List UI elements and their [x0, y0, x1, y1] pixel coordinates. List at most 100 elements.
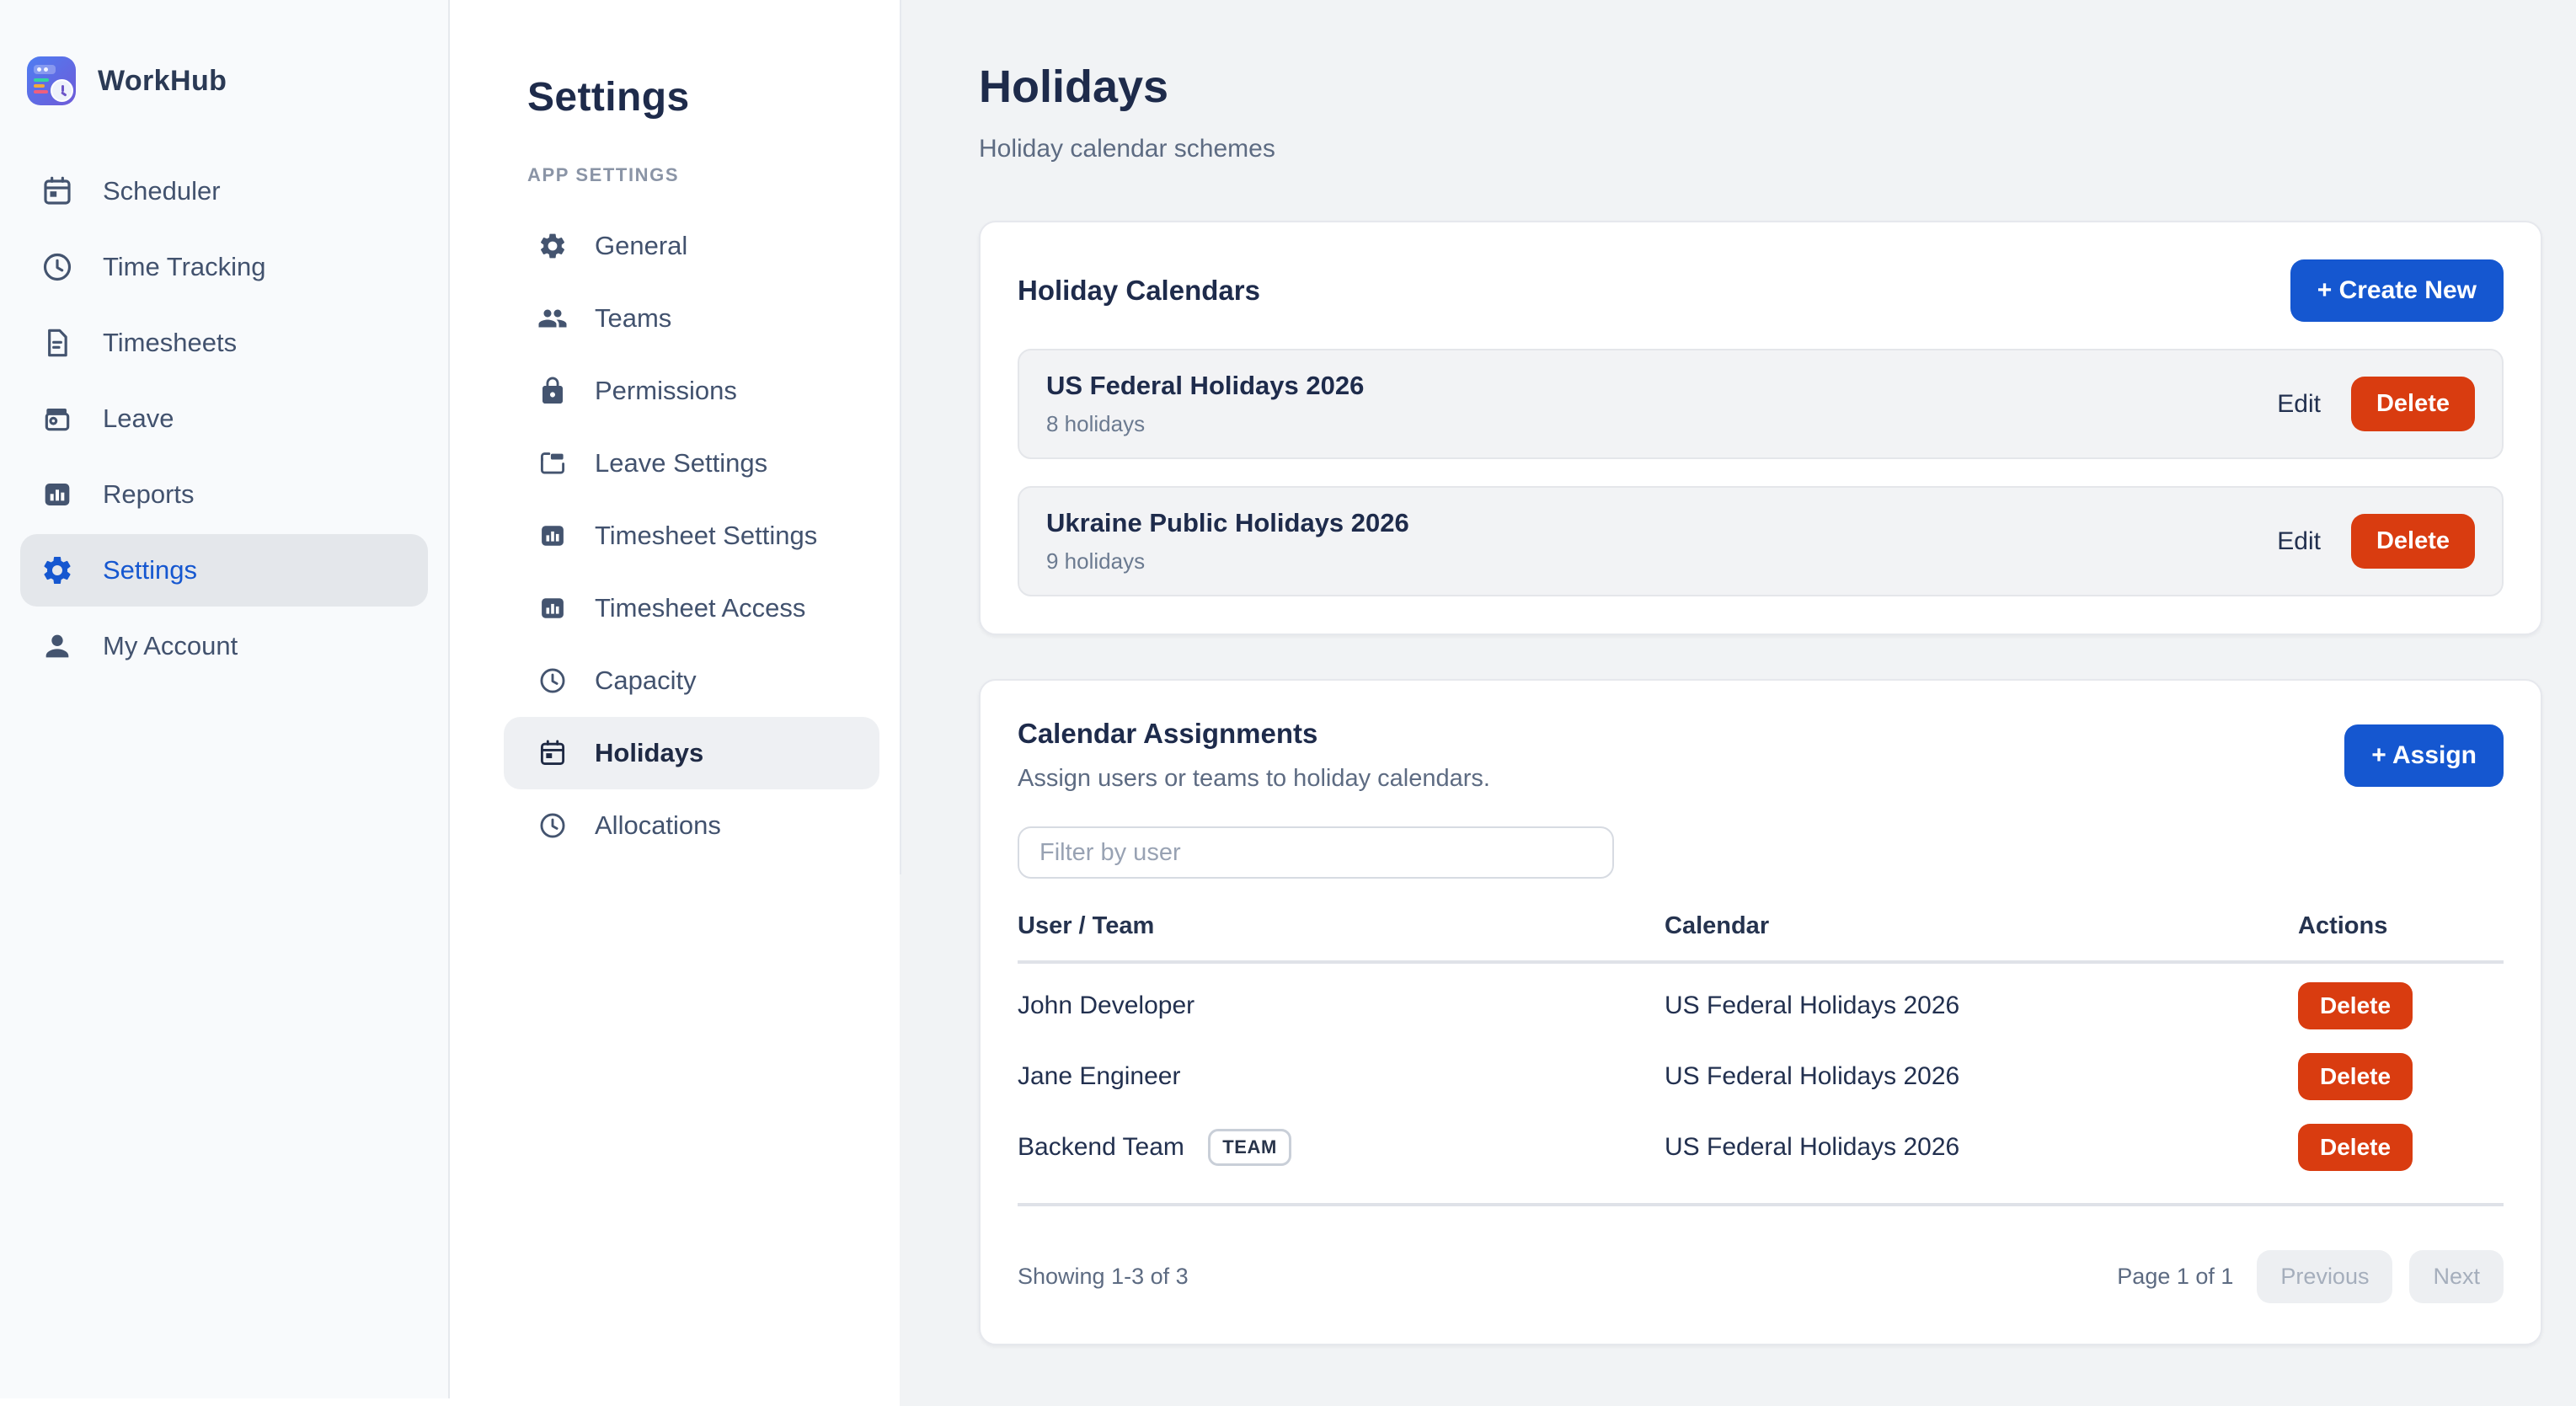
- app-settings-section-label: APP SETTINGS: [527, 164, 680, 185]
- sidebar-item-settings[interactable]: Settings: [20, 534, 428, 607]
- main-content: Holidays Holiday calendar schemes Holida…: [900, 0, 2576, 1406]
- sidebar-item-time-tracking[interactable]: Time Tracking: [20, 231, 428, 303]
- bar-chart-icon: [537, 521, 568, 551]
- user-name: Jane Engineer: [1018, 1062, 1181, 1090]
- sidebar-item-label: Leave: [103, 404, 174, 433]
- main-scroll-area: Holidays Holiday calendar schemes Holida…: [900, 0, 2576, 1406]
- delete-button[interactable]: Delete: [2350, 377, 2475, 431]
- logo-clock-icon: [51, 79, 73, 102]
- table-row: Jane Engineer US Federal Holidays 2026 D…: [1018, 1041, 2504, 1112]
- settings-item-allocations[interactable]: Allocations: [504, 789, 879, 862]
- settings-item-general[interactable]: General: [504, 210, 879, 282]
- settings-item-leave-settings[interactable]: Leave Settings: [504, 427, 879, 500]
- clock-icon: [537, 666, 568, 696]
- briefcase-icon: [40, 402, 74, 436]
- team-badge: TEAM: [1208, 1129, 1291, 1166]
- settings-item-holidays[interactable]: Holidays: [504, 717, 879, 789]
- settings-item-label: Teams: [595, 303, 672, 333]
- user-name: John Developer: [1018, 992, 1195, 1019]
- settings-sidebar-title: Settings: [527, 75, 690, 120]
- holiday-calendars-title: Holiday Calendars: [1018, 275, 1260, 306]
- settings-item-label: Leave Settings: [595, 448, 768, 478]
- sidebar-item-leave[interactable]: Leave: [20, 382, 428, 455]
- calendar-assignments-subtitle: Assign users or teams to holiday calenda…: [1018, 765, 1490, 792]
- gear-icon: [537, 231, 568, 261]
- sidebar-item-label: My Account: [103, 631, 238, 660]
- settings-item-label: General: [595, 231, 688, 260]
- assignments-table-header: User / Team Calendar Actions: [1018, 912, 2504, 964]
- assignments-table: User / Team Calendar Actions John Develo…: [1018, 912, 2504, 1307]
- holiday-calendars-card: Holiday Calendars + Create New US Federa…: [979, 221, 2542, 635]
- edit-button[interactable]: Edit: [2277, 389, 2321, 418]
- calendar-name: Ukraine Public Holidays 2026: [1046, 508, 1409, 537]
- sidebar-item-label: Scheduler: [103, 176, 221, 206]
- settings-item-capacity[interactable]: Capacity: [504, 644, 879, 717]
- showing-count: Showing 1-3 of 3: [1018, 1264, 1189, 1289]
- edit-button[interactable]: Edit: [2277, 527, 2321, 555]
- settings-item-timesheet-access[interactable]: Timesheet Access: [504, 572, 879, 644]
- column-header-user-team: User / Team: [1018, 912, 1155, 939]
- sidebar-item-label: Timesheets: [103, 328, 238, 357]
- calendar-assignments-title: Calendar Assignments: [1018, 718, 1318, 749]
- page-subtitle: Holiday calendar schemes: [979, 135, 1275, 163]
- sidebar-item-label: Time Tracking: [103, 252, 266, 281]
- page-title: Holidays: [979, 61, 1169, 112]
- settings-item-label: Permissions: [595, 376, 737, 405]
- settings-nav: General Teams Permissions Leave Settings…: [473, 210, 879, 862]
- brand: WorkHub: [20, 47, 428, 115]
- delete-button[interactable]: Delete: [2350, 514, 2475, 569]
- column-header-actions: Actions: [2298, 912, 2388, 939]
- main-sidebar: WorkHub Scheduler Time Tracking Timeshee…: [0, 0, 450, 1398]
- bar-chart-icon: [537, 593, 568, 623]
- calendar-assignments-card: Calendar Assignments Assign users or tea…: [979, 679, 2542, 1345]
- main-nav: Scheduler Time Tracking Timesheets Leave…: [20, 155, 428, 682]
- document-icon: [40, 326, 74, 360]
- assigned-calendar: US Federal Holidays 2026: [1665, 1133, 1960, 1161]
- settings-item-timesheet-settings[interactable]: Timesheet Settings: [504, 500, 879, 572]
- calendar-icon: [537, 738, 568, 768]
- app-title: WorkHub: [98, 64, 227, 97]
- assigned-calendar: US Federal Holidays 2026: [1665, 992, 1960, 1019]
- table-row: Backend Team TEAM US Federal Holidays 20…: [1018, 1112, 2504, 1183]
- assigned-calendar: US Federal Holidays 2026: [1665, 1062, 1960, 1090]
- user-name: Backend Team: [1018, 1133, 1184, 1161]
- sidebar-item-label: Settings: [103, 555, 198, 585]
- clock-icon: [537, 810, 568, 841]
- settings-sidebar: Settings APP SETTINGS General Teams Perm…: [450, 0, 901, 1398]
- delete-button[interactable]: Delete: [2298, 1053, 2413, 1100]
- filter-by-user-input[interactable]: [1018, 826, 1614, 879]
- sidebar-item-scheduler[interactable]: Scheduler: [20, 155, 428, 227]
- workhub-logo-icon: [27, 56, 76, 105]
- gear-icon: [40, 553, 74, 587]
- bar-chart-icon: [40, 478, 74, 511]
- person-icon: [40, 629, 74, 663]
- table-footer: Showing 1-3 of 3 Page 1 of 1 Previous Ne…: [1018, 1250, 2504, 1307]
- settings-item-teams[interactable]: Teams: [504, 282, 879, 355]
- delete-button[interactable]: Delete: [2298, 1124, 2413, 1171]
- table-row: John Developer US Federal Holidays 2026 …: [1018, 970, 2504, 1041]
- delete-button[interactable]: Delete: [2298, 982, 2413, 1029]
- next-page-button[interactable]: Next: [2409, 1250, 2504, 1303]
- settings-item-label: Timesheet Settings: [595, 521, 818, 550]
- settings-item-label: Timesheet Access: [595, 593, 806, 623]
- page-indicator: Page 1 of 1: [2117, 1264, 2234, 1289]
- settings-item-label: Allocations: [595, 810, 721, 840]
- assign-button[interactable]: + Assign: [2344, 724, 2504, 787]
- column-header-calendar: Calendar: [1665, 912, 1770, 939]
- sidebar-item-timesheets[interactable]: Timesheets: [20, 307, 428, 379]
- clock-icon: [40, 250, 74, 284]
- people-icon: [537, 303, 568, 334]
- settings-item-label: Capacity: [595, 666, 697, 695]
- sidebar-item-reports[interactable]: Reports: [20, 458, 428, 531]
- sidebar-item-my-account[interactable]: My Account: [20, 610, 428, 682]
- calendar-name: US Federal Holidays 2026: [1046, 371, 1365, 400]
- calendar-icon: [40, 174, 74, 208]
- calendar-row: US Federal Holidays 2026 8 holidays Edit…: [1018, 349, 2504, 459]
- lock-icon: [537, 376, 568, 406]
- calendar-meta: 8 holidays: [1046, 411, 1146, 436]
- create-new-button[interactable]: + Create New: [2290, 259, 2504, 322]
- calendar-meta: 9 holidays: [1046, 548, 1146, 574]
- settings-item-permissions[interactable]: Permissions: [504, 355, 879, 427]
- previous-page-button[interactable]: Previous: [2257, 1250, 2393, 1303]
